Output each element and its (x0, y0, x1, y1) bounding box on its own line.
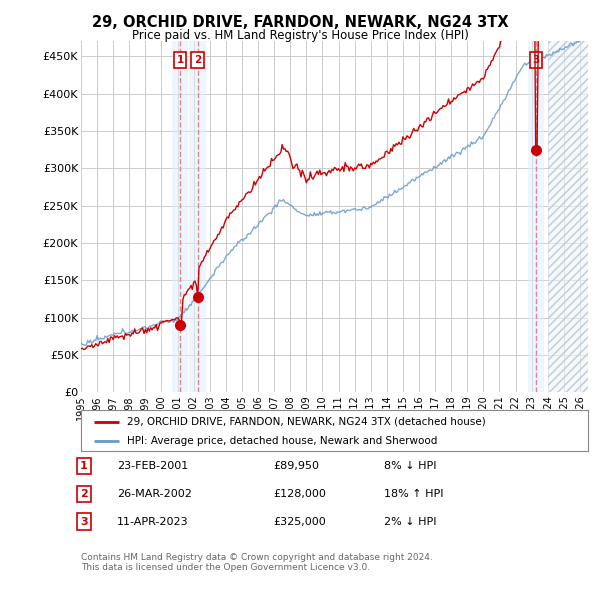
Bar (190, 41, 206, 392)
Text: £128,000: £128,000 (273, 489, 326, 499)
Text: £89,950: £89,950 (273, 461, 319, 471)
Bar (548, 41, 588, 392)
Bar (548, 41, 588, 392)
Text: 23-FEB-2001: 23-FEB-2001 (117, 461, 188, 471)
Text: 1: 1 (80, 461, 88, 471)
Text: 3: 3 (533, 55, 540, 65)
Text: 3: 3 (80, 517, 88, 526)
Text: This data is licensed under the Open Government Licence v3.0.: This data is licensed under the Open Gov… (81, 563, 370, 572)
Text: £325,000: £325,000 (273, 517, 326, 526)
Text: HPI: Average price, detached house, Newark and Sherwood: HPI: Average price, detached house, Newa… (127, 436, 437, 446)
Text: 18% ↑ HPI: 18% ↑ HPI (384, 489, 443, 499)
Text: 2% ↓ HPI: 2% ↓ HPI (384, 517, 437, 526)
Text: 11-APR-2023: 11-APR-2023 (117, 517, 188, 526)
Text: 29, ORCHID DRIVE, FARNDON, NEWARK, NG24 3TX (detached house): 29, ORCHID DRIVE, FARNDON, NEWARK, NG24 … (127, 417, 485, 427)
Text: 8% ↓ HPI: 8% ↓ HPI (384, 461, 437, 471)
Text: Contains HM Land Registry data © Crown copyright and database right 2024.: Contains HM Land Registry data © Crown c… (81, 553, 433, 562)
Text: 29, ORCHID DRIVE, FARNDON, NEWARK, NG24 3TX: 29, ORCHID DRIVE, FARNDON, NEWARK, NG24 … (92, 15, 508, 30)
Text: 26-MAR-2002: 26-MAR-2002 (117, 489, 192, 499)
Bar (172, 41, 188, 392)
Text: Price paid vs. HM Land Registry's House Price Index (HPI): Price paid vs. HM Land Registry's House … (131, 30, 469, 42)
Bar (528, 41, 544, 392)
Text: 2: 2 (80, 489, 88, 499)
Text: 2: 2 (194, 55, 201, 65)
Text: 1: 1 (176, 55, 184, 65)
